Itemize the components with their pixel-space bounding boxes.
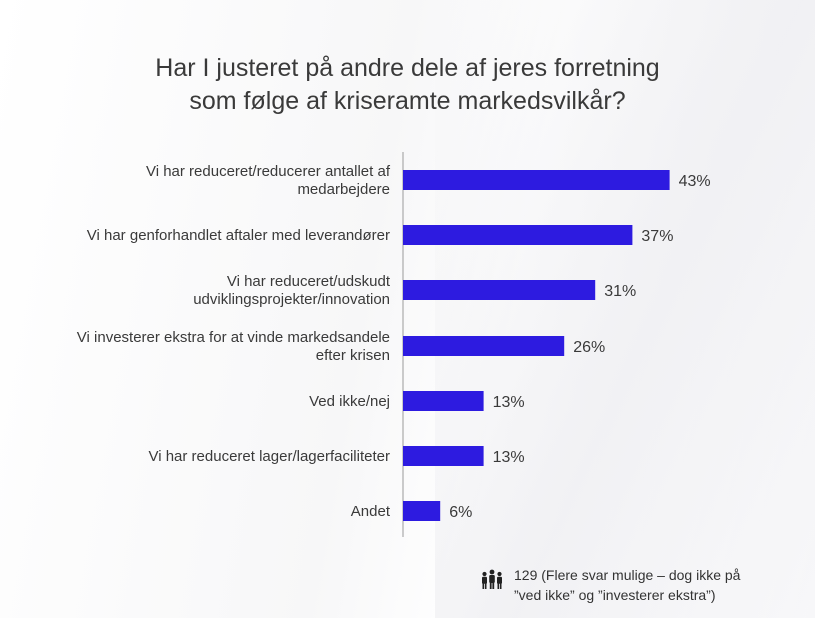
respondents-note: 129 (Flere svar mulige – dog ikke på ”ve… — [480, 565, 740, 605]
bar — [403, 501, 441, 521]
data-label: 13% — [493, 394, 525, 411]
respondents-note-line-1: 129 (Flere svar mulige – dog ikke på — [514, 567, 741, 583]
category-label: medarbejdere — [297, 181, 390, 198]
chart-title-line-1: Har I justeret på andre dele af jeres fo… — [155, 54, 660, 82]
bar — [403, 336, 565, 356]
data-label: 13% — [493, 449, 525, 466]
respondents-note-line-2: ”ved ikke” og ”investerer ekstra”) — [514, 587, 716, 603]
category-label: efter krisen — [316, 347, 390, 364]
category-label: Andet — [351, 503, 391, 520]
category-label: udviklingsprojekter/innovation — [193, 291, 390, 308]
bar — [403, 280, 596, 300]
bar — [403, 391, 484, 411]
people-icon — [482, 569, 502, 589]
data-label: 26% — [573, 339, 605, 356]
category-label: Vi har reduceret lager/lagerfaciliteter — [148, 448, 390, 465]
data-label: 31% — [604, 283, 636, 300]
data-label: 37% — [641, 228, 673, 245]
data-label: 6% — [449, 504, 472, 521]
chart-title: Har I justeret på andre dele af jeres fo… — [0, 52, 815, 118]
bar — [403, 225, 633, 245]
bar — [403, 446, 484, 466]
category-label: Vi har genforhandlet aftaler med leveran… — [87, 227, 390, 244]
category-label: Ved ikke/nej — [309, 393, 390, 410]
category-label: Vi har reduceret/udskudt — [227, 273, 391, 290]
category-label: Vi har reduceret/reducerer antallet af — [146, 163, 391, 180]
chart-title-line-2: som følge af kriseramte markedsvilkår? — [189, 87, 626, 115]
data-label: 43% — [679, 173, 711, 190]
category-label: Vi investerer ekstra for at vinde marked… — [77, 329, 390, 346]
bar — [403, 170, 670, 190]
